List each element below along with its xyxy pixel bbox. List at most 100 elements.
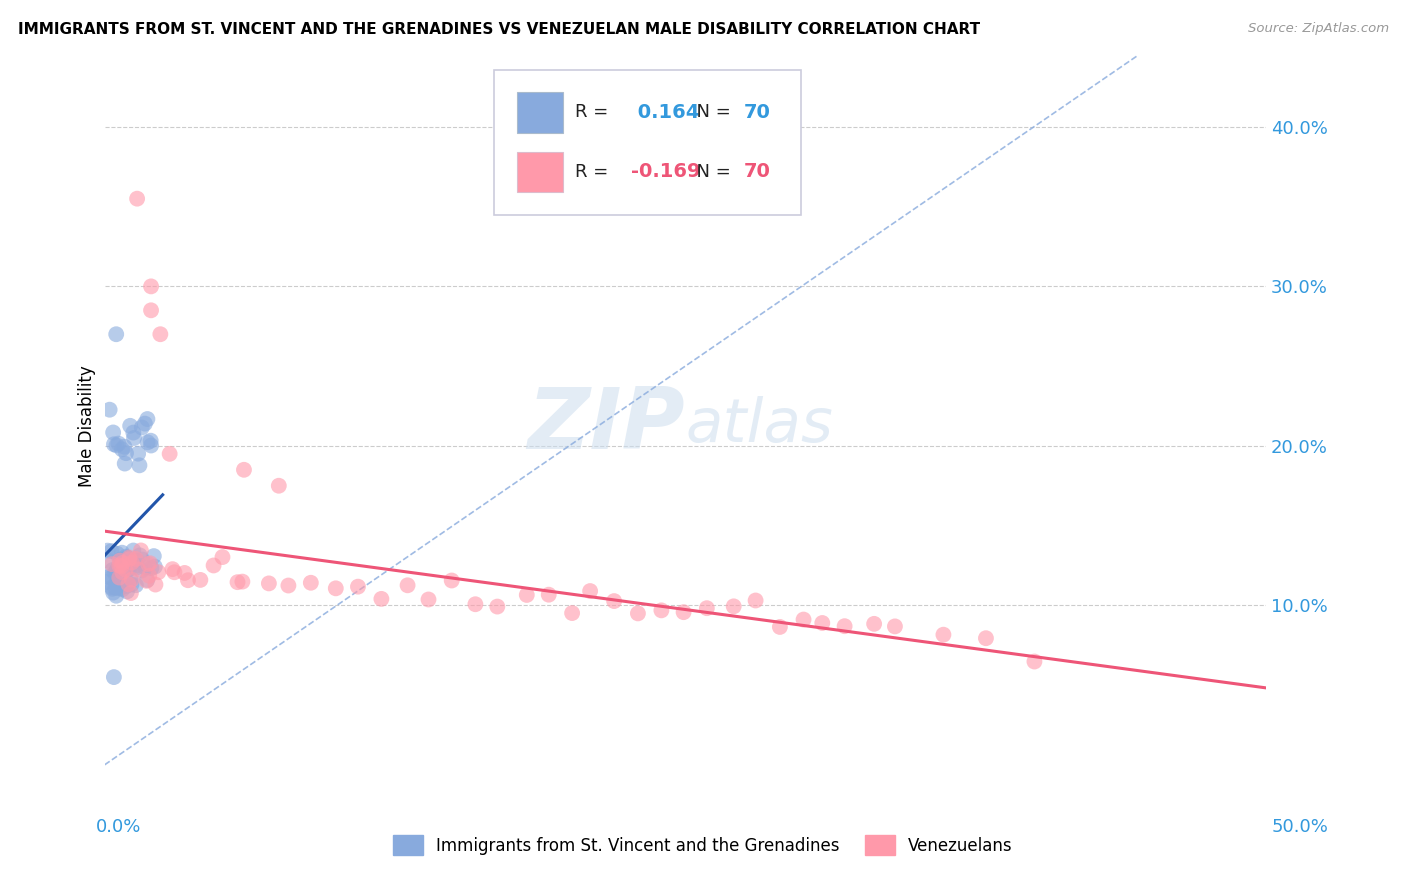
Point (118, 550, 141, 565)
Point (136, 557, 159, 571)
Text: R =: R = (575, 103, 614, 121)
Point (111, 546, 134, 560)
Point (811, 615, 834, 630)
Point (231, 574, 253, 589)
Text: IMMIGRANTS FROM ST. VINCENT AND THE GRENADINES VS VENEZUELAN MALE DISABILITY COR: IMMIGRANTS FROM ST. VINCENT AND THE GREN… (18, 22, 980, 37)
Point (516, 588, 538, 602)
Point (672, 605, 695, 619)
Point (863, 616, 886, 631)
Point (122, 431, 145, 445)
Legend: Immigrants from St. Vincent and the Grenadines, Venezuelans: Immigrants from St. Vincent and the Gren… (387, 829, 1019, 862)
Point (267, 479, 290, 493)
Point (418, 592, 440, 607)
Point (190, 573, 212, 587)
Point (1024, 655, 1046, 669)
Point (139, 438, 162, 452)
Point (111, 566, 134, 580)
Point (115, 584, 138, 599)
Point (723, 599, 745, 614)
Point (696, 601, 718, 615)
Point (974, 631, 997, 645)
Point (347, 580, 370, 594)
Point (127, 192, 149, 206)
Point (134, 560, 156, 574)
Point (96, 543, 118, 558)
Point (100, 570, 122, 584)
Y-axis label: Male Disability: Male Disability (79, 365, 96, 487)
Text: R =: R = (575, 162, 614, 180)
Point (131, 552, 153, 566)
Point (115, 575, 138, 590)
Text: 50.0%: 50.0% (1272, 818, 1329, 836)
Point (120, 586, 142, 600)
Text: 70: 70 (744, 103, 770, 121)
Point (125, 552, 148, 566)
Point (127, 560, 149, 574)
Point (134, 417, 156, 431)
FancyBboxPatch shape (494, 70, 801, 215)
Point (108, 558, 131, 573)
Point (127, 447, 149, 461)
Point (121, 573, 143, 587)
Point (121, 577, 143, 591)
Point (96, 574, 118, 589)
FancyBboxPatch shape (517, 92, 564, 133)
Text: -0.169: -0.169 (631, 162, 700, 181)
Point (135, 574, 157, 588)
Point (139, 279, 162, 293)
Point (149, 327, 172, 342)
Point (101, 580, 124, 594)
Point (127, 562, 149, 576)
Point (202, 558, 225, 573)
Point (834, 619, 856, 633)
Point (124, 558, 146, 573)
Point (98, 402, 121, 417)
Point (396, 578, 419, 592)
Point (627, 607, 650, 621)
Point (143, 559, 166, 574)
Point (370, 591, 392, 606)
Point (464, 597, 486, 611)
Point (139, 434, 162, 448)
Point (114, 561, 136, 575)
Point (136, 573, 159, 587)
Point (111, 582, 134, 597)
Text: 0.0%: 0.0% (96, 818, 141, 836)
Point (111, 556, 134, 570)
Point (122, 425, 145, 440)
Point (486, 599, 509, 614)
Point (114, 440, 136, 454)
Point (97, 554, 120, 568)
Point (114, 563, 136, 577)
Point (111, 442, 134, 457)
Point (110, 552, 132, 566)
Point (105, 564, 128, 578)
Point (97, 570, 120, 584)
Point (142, 549, 165, 563)
Point (117, 563, 139, 577)
Point (103, 437, 125, 451)
Point (110, 581, 132, 595)
Point (145, 577, 167, 591)
Point (744, 593, 766, 607)
Point (103, 670, 125, 684)
Point (277, 578, 299, 592)
Point (110, 575, 132, 590)
Point (107, 568, 129, 582)
Point (115, 446, 138, 460)
Point (148, 565, 170, 579)
Point (325, 582, 347, 596)
Point (105, 547, 128, 561)
Point (136, 412, 159, 426)
Point (110, 552, 132, 566)
Point (125, 578, 148, 592)
Text: N =: N = (685, 103, 737, 121)
Point (650, 603, 672, 617)
Point (561, 606, 583, 620)
Point (131, 564, 153, 578)
Point (115, 549, 138, 564)
Point (136, 435, 159, 450)
Point (162, 562, 184, 576)
Point (121, 556, 143, 570)
Point (104, 581, 127, 595)
